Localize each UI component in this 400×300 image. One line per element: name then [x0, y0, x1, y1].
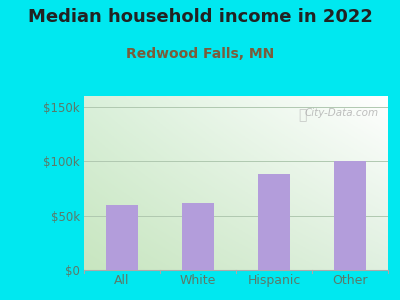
- Bar: [182, 202, 214, 270]
- Text: City-Data.com: City-Data.com: [305, 108, 379, 118]
- Bar: [334, 161, 366, 270]
- Bar: [258, 174, 290, 270]
- Text: Median household income in 2022: Median household income in 2022: [28, 8, 372, 26]
- Text: ⦿: ⦿: [299, 108, 307, 122]
- Text: Redwood Falls, MN: Redwood Falls, MN: [126, 46, 274, 61]
- Bar: [106, 205, 138, 270]
